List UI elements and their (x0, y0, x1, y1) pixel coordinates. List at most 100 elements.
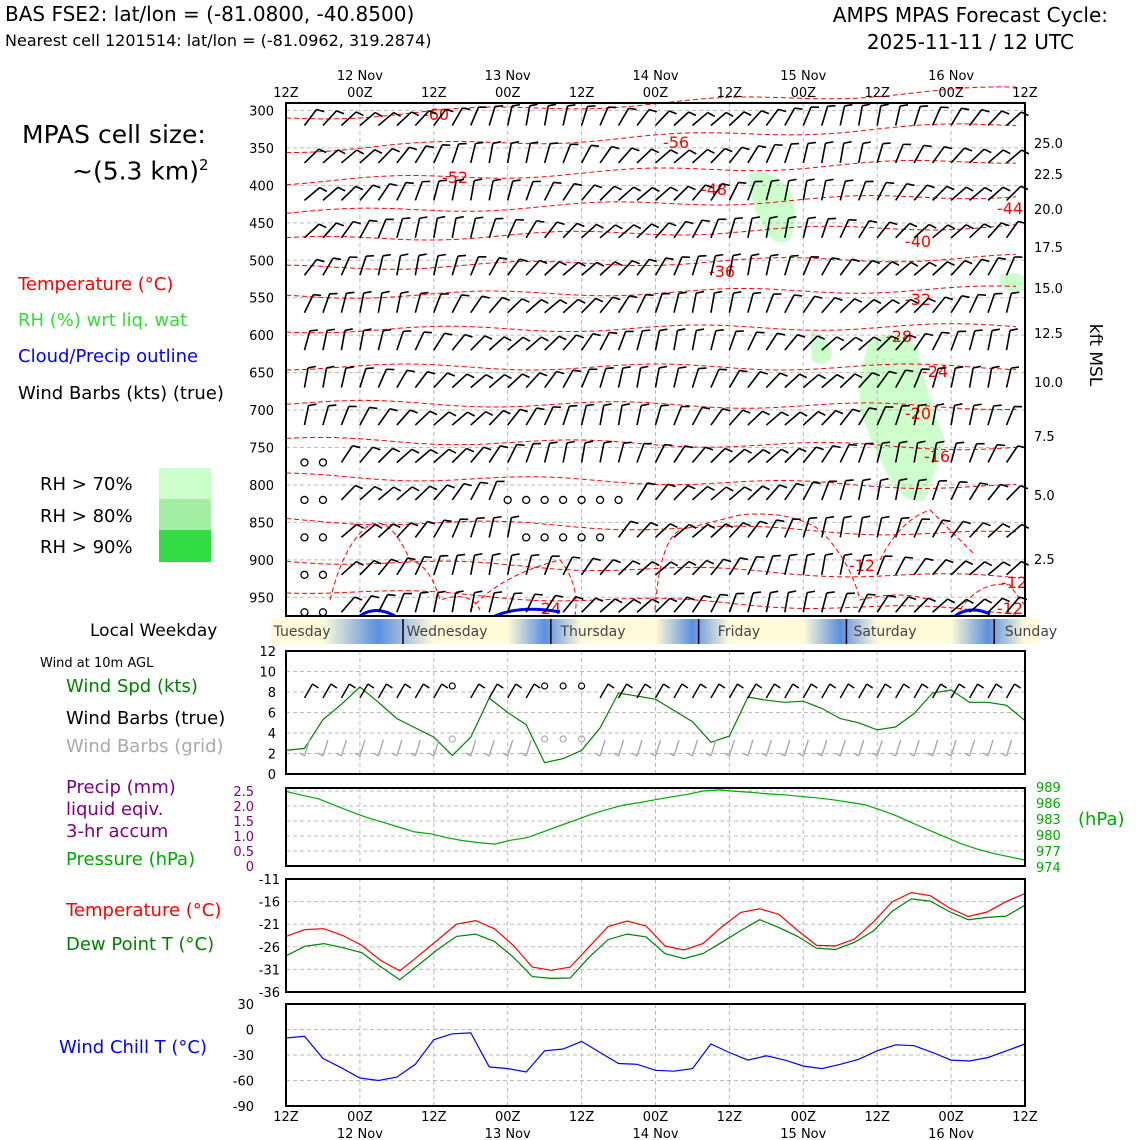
wind-barb-shaft (765, 411, 783, 426)
wind-barb-flag (826, 591, 835, 594)
wind-barb-flag (558, 335, 567, 341)
wind-barb-shaft (359, 184, 374, 201)
wind-barb-flag (427, 520, 436, 525)
wind-barb-flag (372, 184, 381, 189)
wind-barb (636, 482, 656, 501)
wind-barb-flag (363, 290, 372, 294)
wind-barb-flag (400, 253, 409, 257)
wind-barb-shaft (747, 110, 762, 127)
wind-barb-shaft (968, 522, 984, 538)
height-tick-label: 15.0 (1034, 282, 1063, 297)
wind-barb-shaft (673, 149, 690, 164)
wind-barb (488, 445, 509, 463)
wind-barb-flag (925, 332, 934, 337)
wind-barb-flag (845, 479, 854, 482)
wind-barb-shaft (636, 109, 650, 126)
wind-barb-flag (947, 261, 955, 266)
wind-barb (802, 552, 816, 575)
wind-barb-flag (806, 178, 815, 182)
wind-barb-flag (955, 366, 964, 369)
wind-barb-shaft (950, 186, 967, 201)
wind-barb-true (691, 683, 702, 699)
wind-barb (433, 372, 456, 389)
wind-barb-flag (587, 105, 596, 108)
temperature-contour (285, 472, 1017, 490)
wind-barb-flag (522, 373, 530, 379)
wind-barb-flag (705, 446, 714, 451)
wind-barb (747, 591, 762, 613)
wind-barb-flag (826, 515, 835, 519)
wind-barb-shaft (599, 368, 607, 388)
wind-barb-flag (696, 290, 705, 294)
temperature-contour-label: -60 (423, 105, 449, 124)
wind-barb-flag (926, 184, 935, 189)
wind-barb (673, 405, 690, 426)
nearest-cell-subtitle: Nearest cell 1201514: lat/lon = (-81.096… (5, 31, 432, 50)
wind-barb-flag (494, 591, 503, 594)
wind-barb-flag (869, 220, 878, 224)
wind-barb-true-flag (829, 683, 837, 689)
wind-barb (377, 111, 402, 127)
wind-barb-shaft (784, 555, 791, 576)
wind-barb-shaft (562, 144, 572, 164)
wind-barb (839, 373, 863, 389)
wind-barb (469, 552, 483, 575)
wind-barb-flag (873, 336, 882, 342)
wind-barb-flag (889, 221, 898, 226)
wind-barb-flag (566, 440, 576, 444)
wind-barb (525, 372, 548, 389)
wind-barb (322, 186, 346, 201)
wind-barb (913, 105, 929, 126)
forecast-cycle-line1: AMPS MPAS Forecast Cycle: (832, 3, 1108, 27)
wind-barb (636, 108, 658, 126)
wind-barb-true-flag (312, 683, 319, 689)
wind-barb-shaft (359, 330, 365, 351)
wind-barb-flag (769, 215, 778, 219)
wind-barb (857, 180, 874, 201)
wind-barb-flag (498, 257, 508, 260)
wind-barb (1005, 445, 1026, 463)
wind-barb-flag (596, 261, 605, 267)
temperature-contour-label: -40 (905, 232, 931, 251)
wind-barb (470, 446, 492, 464)
calm-circle (300, 458, 309, 467)
wind-barb-shaft (839, 180, 847, 201)
legend-rh70: RH > 70% (40, 474, 133, 495)
wind-barb-shaft (451, 373, 468, 389)
wind-barb-flag (982, 521, 991, 527)
temperature-contour-low (469, 559, 577, 616)
wind-barb-flag (880, 477, 889, 482)
wind-barb-shaft (802, 180, 808, 201)
wind-barb-shaft (1005, 293, 1013, 313)
wind-barb-shaft (950, 481, 961, 501)
wind-barb (820, 515, 835, 538)
wind-barb-shaft (377, 148, 393, 164)
wind-barb-shaft (894, 144, 904, 164)
wind-barb-shaft (580, 184, 596, 201)
wind-barb-flag (927, 597, 936, 603)
wind-barb (359, 523, 383, 538)
wind-barb (691, 594, 712, 613)
wind-barb (654, 404, 670, 426)
wind-barb-shaft (488, 481, 498, 501)
wind-barb-true-flag (847, 683, 855, 689)
wind-barb (691, 485, 715, 501)
wind-barb (359, 367, 374, 388)
wind-barb (433, 143, 451, 164)
wind-barb (359, 446, 381, 464)
wind-barb-shaft (433, 144, 443, 164)
wind-barb-flag (476, 516, 485, 520)
wind-barb-shaft (599, 332, 611, 351)
wind-barb (654, 110, 677, 127)
wind-barb (839, 258, 861, 276)
wind-barb-flag (1002, 523, 1011, 529)
wind-barb-flag (743, 111, 752, 117)
wind-barb (968, 108, 990, 126)
wind-barb-shaft (747, 331, 758, 351)
wind-barb-flag (536, 219, 545, 223)
wind-barb-flag (614, 598, 623, 604)
wind-barb-flag (862, 478, 871, 482)
wind-barb (987, 404, 1002, 426)
wind-barb (969, 186, 993, 201)
wind-barb-flag (707, 111, 716, 118)
